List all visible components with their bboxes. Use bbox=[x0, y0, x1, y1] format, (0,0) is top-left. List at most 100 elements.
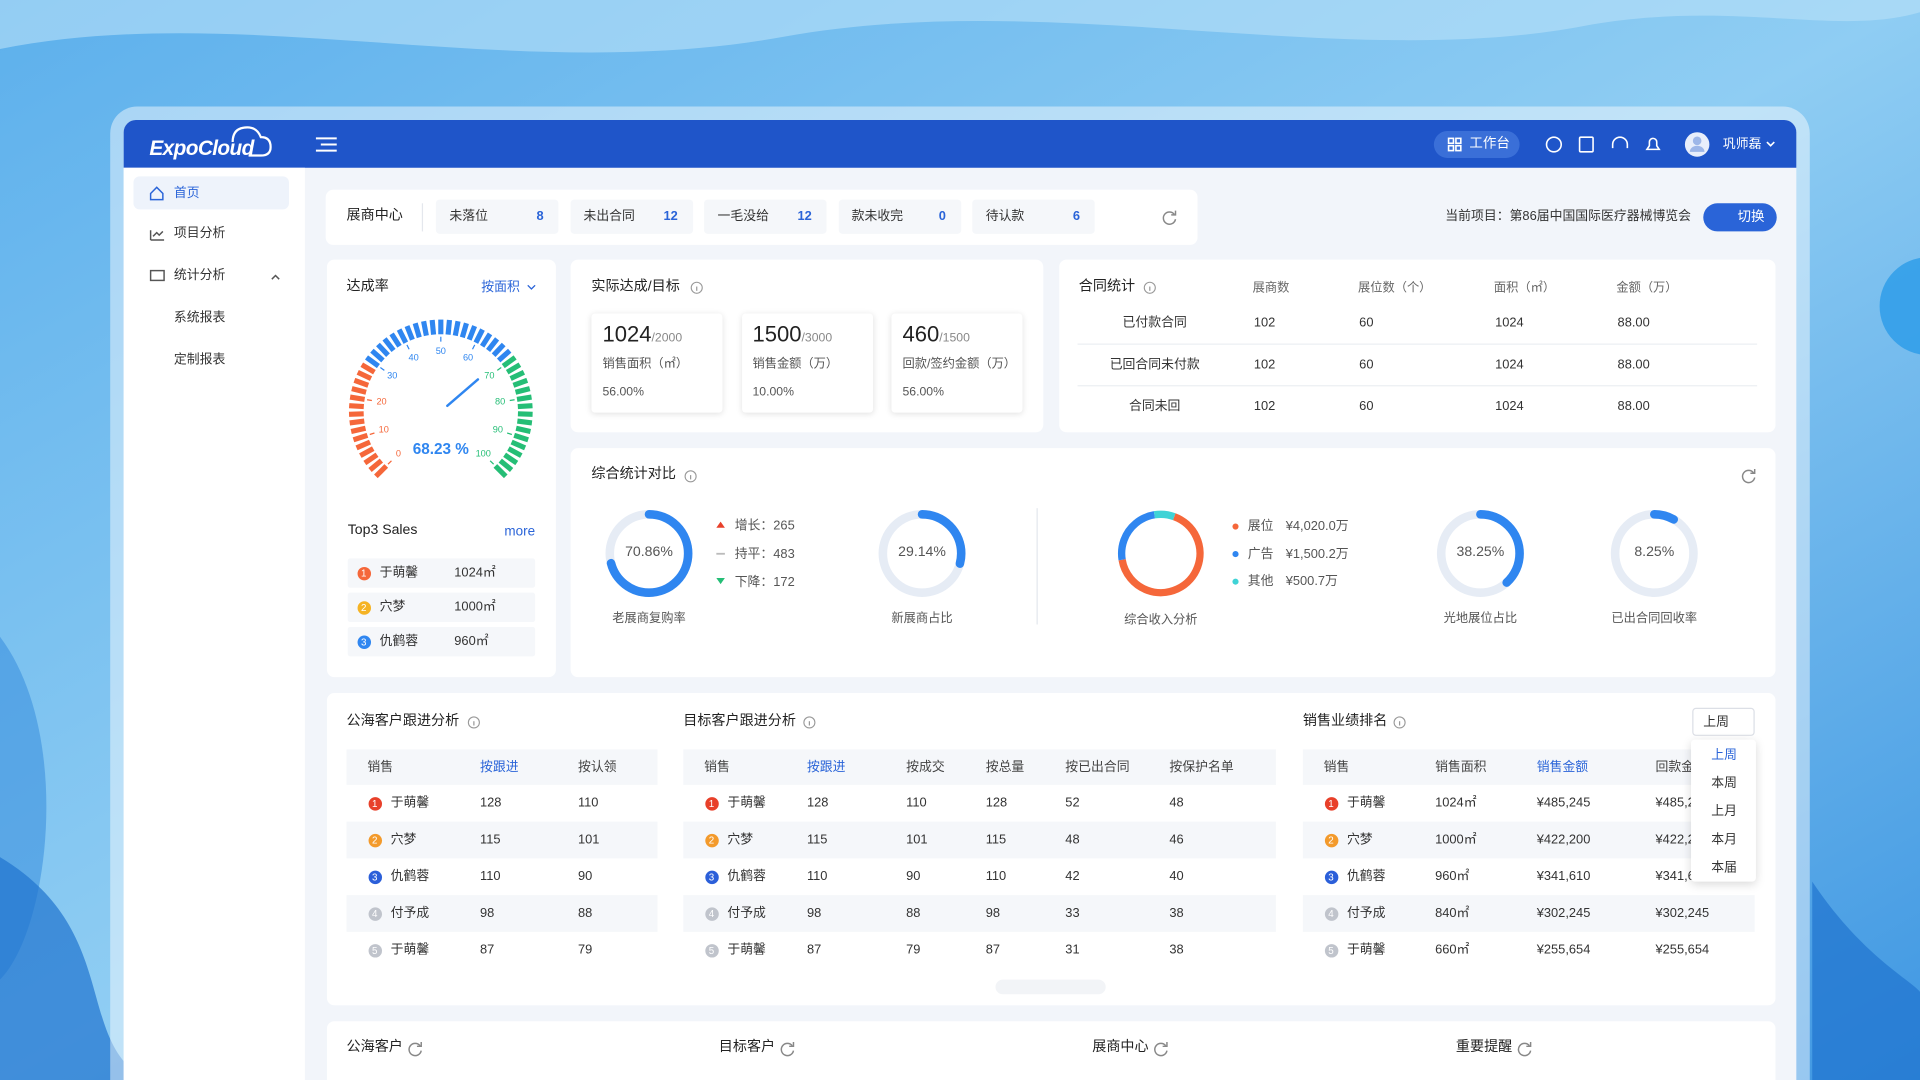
card-title: 综合统计对比 bbox=[591, 466, 676, 482]
cell: 付予成 bbox=[1346, 905, 1386, 921]
trend-item: 持平：483 bbox=[735, 544, 795, 562]
donut-label: 38.25% bbox=[1456, 545, 1505, 560]
column-header[interactable]: 按跟进 bbox=[480, 760, 519, 775]
column-header[interactable]: 按成交 bbox=[906, 760, 945, 775]
rank-badge: 2 bbox=[367, 833, 382, 847]
status-item[interactable] bbox=[838, 199, 961, 234]
cell: 33 bbox=[1065, 905, 1080, 921]
menu-item[interactable]: 首页 bbox=[173, 185, 200, 201]
top3-area: 1000㎡ bbox=[454, 599, 496, 615]
top3-row bbox=[347, 558, 536, 588]
status-item[interactable] bbox=[570, 199, 693, 234]
column-header[interactable]: 按总量 bbox=[985, 760, 1025, 775]
rank-badge: 3 bbox=[356, 634, 371, 649]
cell: 穴梦 bbox=[1346, 832, 1373, 848]
cell: 仇鹤蓉 bbox=[1346, 869, 1386, 884]
dropdown-option: 上周 bbox=[1711, 747, 1737, 763]
period-select[interactable] bbox=[1692, 707, 1755, 736]
card-title: 实际达成/目标 bbox=[591, 279, 680, 295]
submenu-item[interactable]: 系统报表 bbox=[173, 310, 226, 326]
cell: 88.00 bbox=[1617, 315, 1650, 331]
submenu-item[interactable]: 定制报表 bbox=[173, 352, 226, 368]
switch-label: 切换 bbox=[1737, 209, 1765, 225]
status-label: 未落位 bbox=[449, 209, 488, 224]
cell: 88.00 bbox=[1617, 357, 1650, 372]
status-count: 0 bbox=[938, 209, 946, 224]
cell: 102 bbox=[1253, 315, 1276, 331]
row-label: 合同未回 bbox=[1128, 398, 1181, 414]
table-header bbox=[346, 749, 658, 785]
actual: 1024 bbox=[602, 322, 652, 347]
cell: 60 bbox=[1359, 315, 1374, 331]
target-value: 460/1500 bbox=[902, 322, 969, 348]
status-item[interactable] bbox=[435, 199, 559, 234]
target-label: 销售面积（㎡） bbox=[602, 357, 689, 372]
column-header: 面积（㎡） bbox=[1493, 281, 1556, 296]
menu-item[interactable]: 项目分析 bbox=[173, 226, 226, 241]
top3-row bbox=[347, 592, 536, 623]
target-label: 销售金额（万） bbox=[752, 357, 839, 372]
cell: 38 bbox=[1169, 905, 1184, 921]
trend-value: 483 bbox=[773, 546, 795, 562]
cell: 87 bbox=[480, 942, 495, 958]
cell: 52 bbox=[1065, 795, 1080, 811]
dropdown-option: 本月 bbox=[1711, 832, 1737, 848]
donut-caption: 已出合同回收率 bbox=[1611, 612, 1698, 626]
target-box bbox=[891, 313, 1023, 413]
column-header[interactable]: 按保护名单 bbox=[1169, 760, 1234, 775]
column-header: 金额（万） bbox=[1616, 281, 1678, 296]
cell: 48 bbox=[1065, 832, 1080, 848]
workbench-button[interactable]: 工作台 bbox=[1469, 136, 1510, 152]
status-count: 6 bbox=[1072, 209, 1081, 224]
target-pct: 56.00% bbox=[902, 385, 944, 400]
rank-badge: 1 bbox=[704, 796, 719, 811]
cell: 于萌馨 bbox=[390, 942, 430, 958]
status-label: 款未收完 bbox=[851, 209, 904, 224]
menu-item[interactable]: 统计分析 bbox=[173, 267, 226, 283]
cell: 90 bbox=[577, 869, 593, 884]
status-item[interactable] bbox=[972, 199, 1095, 234]
table-header bbox=[1302, 749, 1755, 785]
table-row-bg bbox=[346, 895, 658, 932]
expand-button[interactable] bbox=[995, 979, 1106, 995]
table-row-bg bbox=[683, 821, 1276, 859]
table-row-bg bbox=[346, 821, 658, 859]
cell: 87 bbox=[806, 942, 822, 958]
column-header: 销售 bbox=[367, 760, 394, 775]
column-header: 销售 bbox=[704, 760, 730, 775]
column-header[interactable]: 按跟进 bbox=[806, 760, 846, 775]
switch-button[interactable] bbox=[1703, 203, 1777, 232]
rank-badge: 1 bbox=[356, 566, 371, 580]
target-box bbox=[741, 313, 873, 413]
table-row-bg bbox=[1302, 821, 1755, 859]
column-header: 展商数 bbox=[1252, 281, 1290, 296]
cell: 88 bbox=[906, 905, 921, 921]
column-header[interactable]: 按认领 bbox=[577, 760, 617, 775]
actual: 460 bbox=[902, 322, 940, 347]
top3-area: 960㎡ bbox=[454, 633, 489, 649]
status-label: 待认款 bbox=[985, 209, 1025, 224]
cell: 于萌馨 bbox=[390, 795, 430, 811]
status-count: 12 bbox=[797, 209, 812, 224]
column-header[interactable]: 按已出合同 bbox=[1065, 760, 1130, 775]
column-header: 展位数（个） bbox=[1357, 281, 1432, 296]
donut-label: 8.25% bbox=[1634, 545, 1675, 560]
user-name[interactable]: 巩师磊 bbox=[1722, 136, 1762, 152]
top3-name: 仇鹤蓉 bbox=[379, 633, 419, 649]
status-item[interactable] bbox=[704, 199, 827, 234]
cell: 于萌馨 bbox=[1346, 795, 1386, 811]
trend-label: 持平： bbox=[734, 546, 774, 562]
rank-badge: 3 bbox=[704, 870, 719, 884]
cell: 115 bbox=[480, 832, 501, 848]
trend-item: 增长：265 bbox=[735, 516, 795, 534]
legend-name: 广告 bbox=[1247, 546, 1274, 562]
top3-area: 1024㎡ bbox=[454, 565, 496, 581]
cell: ¥485,245 bbox=[1536, 795, 1591, 811]
column-header[interactable]: 销售金额 bbox=[1536, 760, 1589, 775]
filter-dropdown[interactable]: 按面积 bbox=[481, 280, 520, 295]
card-title: 目标客户跟进分析 bbox=[683, 714, 796, 729]
column-header[interactable]: 销售面积 bbox=[1435, 760, 1487, 775]
logo: ExpoCloud bbox=[149, 136, 254, 160]
rank-badge: 3 bbox=[1324, 870, 1338, 884]
cell: 128 bbox=[985, 795, 1008, 811]
